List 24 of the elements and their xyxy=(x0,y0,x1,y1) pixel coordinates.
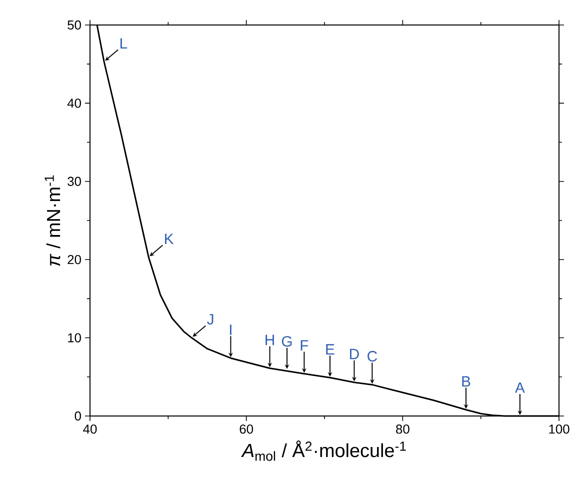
annotation: A xyxy=(514,382,525,393)
x-tick-label: 100 xyxy=(549,424,570,434)
annotation: K xyxy=(165,234,174,244)
annotation: G xyxy=(282,336,292,347)
annotation: B xyxy=(462,376,470,387)
y-tick-label: 50 xyxy=(68,20,81,30)
y-axis-title: π / mN·m$^{-1}$ xyxy=(44,175,60,266)
x-tick-label: 60 xyxy=(240,424,254,434)
y-tick-label: 40 xyxy=(67,98,81,108)
annotation: F xyxy=(300,340,308,351)
x-tick-label: 80 xyxy=(396,424,410,434)
annotation: I xyxy=(230,324,232,335)
annotation: D xyxy=(350,348,359,360)
y-tick-label: 30 xyxy=(68,176,81,186)
annotation: J xyxy=(207,314,214,325)
x-tick-label: 40 xyxy=(83,424,97,434)
annotation: C xyxy=(368,350,378,362)
y-tick-label: 20 xyxy=(68,254,81,264)
x-axis-title: A$_{mol}$ / Å$^{2}$·molecule$^{-1}$ xyxy=(241,440,406,461)
y-tick-label: 0 xyxy=(74,411,81,421)
y-tick-label: 10 xyxy=(68,333,81,342)
annotation: L xyxy=(120,38,128,49)
annotation: E xyxy=(326,344,334,354)
annotation: H xyxy=(266,334,274,346)
